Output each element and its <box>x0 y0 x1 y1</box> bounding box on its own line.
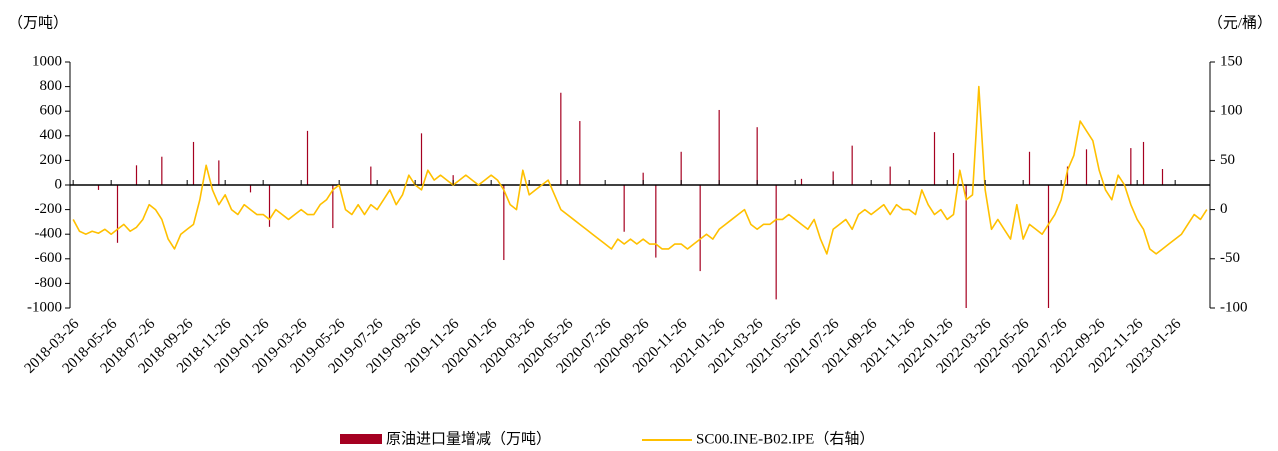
y-tick-label: 0 <box>55 176 63 192</box>
bar <box>1028 151 1031 185</box>
bar <box>851 145 853 185</box>
bar <box>1142 141 1145 185</box>
bar <box>420 133 423 185</box>
bar <box>249 185 252 193</box>
y-axis-label: （万吨） <box>8 14 68 31</box>
y-tick-label: 600 <box>40 103 63 119</box>
bar <box>192 141 195 185</box>
bar <box>756 127 758 185</box>
bar <box>1047 185 1050 308</box>
bar <box>306 130 309 185</box>
y-tick-label: -200 <box>35 201 63 217</box>
bar <box>699 185 701 272</box>
y-tick-label: -1000 <box>27 299 62 315</box>
bar <box>775 185 777 300</box>
bar <box>1130 148 1132 185</box>
bar <box>889 166 891 185</box>
legend-label: SC00.INE-B02.IPE（右轴） <box>696 430 874 447</box>
bar <box>832 171 834 185</box>
y2-tick-label: 0 <box>1220 201 1228 217</box>
bar <box>332 185 334 229</box>
bar <box>718 109 720 185</box>
y2-tick-label: -100 <box>1220 299 1248 315</box>
bar <box>370 166 372 185</box>
y-tick-label: -800 <box>35 275 63 291</box>
y2-axis-label: （元/桶） <box>1208 14 1272 31</box>
bar <box>952 153 955 185</box>
bar <box>933 132 936 185</box>
y-tick-label: -400 <box>35 226 63 242</box>
bar <box>135 165 138 185</box>
y-tick-label: 400 <box>40 127 63 143</box>
bar <box>965 185 967 308</box>
legend-label: 原油进口量增减（万吨） <box>386 430 551 447</box>
y-tick-label: 1000 <box>32 53 62 69</box>
y2-tick-label: -50 <box>1220 250 1240 266</box>
bar <box>268 185 271 227</box>
bar <box>560 92 562 185</box>
y-tick-label: -600 <box>35 250 63 266</box>
bar <box>642 172 644 185</box>
bar <box>116 185 119 243</box>
bar <box>623 185 625 232</box>
bar <box>503 185 505 261</box>
legend-swatch <box>340 434 382 444</box>
bar <box>579 121 581 185</box>
y2-tick-label: 50 <box>1220 152 1235 168</box>
y2-tick-label: 100 <box>1220 103 1243 119</box>
bar <box>655 185 657 258</box>
y-tick-label: 200 <box>40 152 63 168</box>
bar <box>97 185 100 190</box>
bar <box>680 151 682 185</box>
bar <box>1066 166 1069 185</box>
bar <box>218 160 220 185</box>
bar <box>161 156 163 185</box>
bar <box>1085 149 1088 185</box>
line <box>72 85 1208 255</box>
y-tick-label: 800 <box>40 78 63 94</box>
y2-tick-label: 150 <box>1220 53 1243 69</box>
bar <box>800 178 803 185</box>
bar <box>1161 169 1164 185</box>
